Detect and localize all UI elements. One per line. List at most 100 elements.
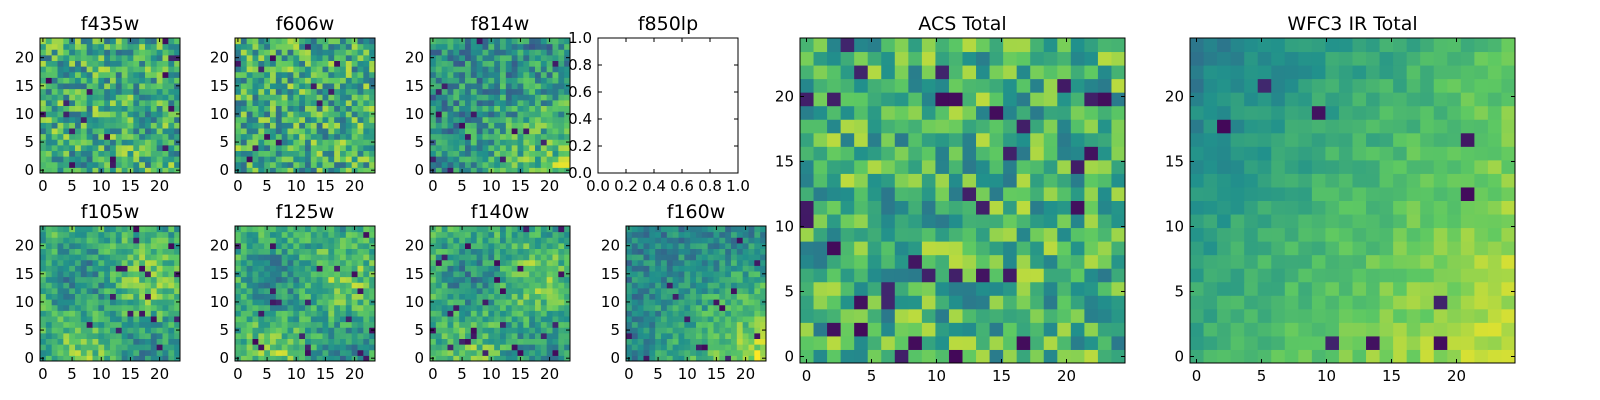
acs_total-cell bbox=[1030, 214, 1045, 229]
f105w-cell bbox=[110, 349, 117, 356]
f125w-cell bbox=[287, 271, 294, 278]
f140w-cell bbox=[540, 231, 548, 238]
f606w-cell bbox=[258, 139, 265, 146]
f606w-cell bbox=[363, 111, 370, 118]
f105w-cell bbox=[156, 321, 163, 328]
f125w-cell bbox=[240, 310, 248, 317]
f850lp-xtick-label: 0.0 bbox=[586, 177, 610, 195]
f435w-cell bbox=[75, 139, 82, 146]
f435w-cell bbox=[139, 38, 146, 45]
acs_total-cell bbox=[813, 254, 828, 269]
f140w-cell bbox=[558, 304, 565, 311]
acs_total-cell bbox=[948, 227, 963, 242]
f435w-cell bbox=[92, 105, 99, 112]
acs_total-cell bbox=[854, 146, 869, 161]
f160w-cell bbox=[696, 271, 703, 278]
f125w-cell bbox=[252, 248, 259, 255]
f105w-cell bbox=[92, 287, 99, 295]
f814w-cell bbox=[540, 83, 548, 90]
acs_total-cell bbox=[1084, 241, 1099, 256]
f850lp-xtick-label: 0.6 bbox=[670, 177, 694, 195]
f140w-cell bbox=[546, 248, 553, 255]
f435w-cell bbox=[98, 122, 105, 129]
f140w-cell bbox=[447, 259, 454, 266]
f125w-cell bbox=[287, 338, 294, 345]
f606w-cell bbox=[258, 111, 265, 118]
acs_total-cell bbox=[867, 227, 882, 242]
f105w-cell bbox=[104, 282, 111, 289]
f606w-cell bbox=[363, 60, 370, 67]
f435w-cell bbox=[121, 116, 128, 123]
f105w-cell bbox=[115, 248, 123, 255]
f814w-cell bbox=[535, 99, 542, 107]
f435w-cell bbox=[63, 60, 70, 67]
f105w-cell bbox=[145, 349, 152, 356]
f814w-cell bbox=[558, 66, 565, 73]
f125w-cell bbox=[322, 242, 329, 250]
acs_total-cell bbox=[881, 241, 896, 256]
acs_total-cell bbox=[1030, 281, 1045, 296]
acs_total-cell bbox=[840, 65, 855, 80]
f160w-cell bbox=[661, 282, 668, 289]
f140w-cell bbox=[558, 355, 565, 362]
f814w-cell bbox=[564, 66, 571, 73]
f814w-cell bbox=[430, 88, 437, 95]
acs_total-cell bbox=[1003, 281, 1018, 296]
f160w-cell bbox=[731, 355, 738, 362]
f125w-cell bbox=[270, 338, 277, 345]
f140w-cell bbox=[465, 338, 472, 345]
f105w-cell bbox=[45, 299, 53, 306]
f125w-cell bbox=[345, 282, 353, 289]
f160w-cell bbox=[684, 310, 691, 317]
f125w-cell bbox=[246, 338, 253, 345]
f125w-cell bbox=[328, 344, 335, 351]
acs_total-cell bbox=[921, 295, 936, 310]
f105w-cell bbox=[92, 293, 99, 300]
f160w-cell bbox=[742, 231, 749, 238]
f606w-cell bbox=[275, 144, 283, 152]
f814w-cell bbox=[511, 38, 518, 45]
f140w-cell bbox=[535, 226, 542, 233]
acs_total-cell bbox=[1097, 281, 1112, 296]
f125w-cell bbox=[299, 316, 306, 323]
acs_total-cell bbox=[908, 173, 923, 188]
f125w-cell bbox=[345, 276, 353, 283]
f125w-cell bbox=[246, 231, 253, 238]
f160w-cell bbox=[731, 231, 738, 238]
f606w-cell bbox=[310, 128, 318, 135]
acs_total-cell bbox=[867, 349, 882, 364]
wfc3_ir_total-cell bbox=[1393, 322, 1408, 337]
f125w-cell bbox=[316, 287, 323, 295]
f125w-cell bbox=[240, 237, 248, 244]
f105w-cell bbox=[139, 332, 146, 340]
f105w-cell bbox=[139, 316, 146, 323]
f606w-cell bbox=[281, 139, 288, 146]
f125w-cell bbox=[246, 316, 253, 323]
f125w-cell bbox=[351, 293, 358, 300]
f160w-cell bbox=[736, 304, 744, 311]
f140w-cell bbox=[494, 332, 501, 340]
f125w-cell bbox=[293, 310, 300, 317]
f105w-cell bbox=[92, 242, 99, 250]
f435w-cell bbox=[51, 150, 58, 157]
acs_total-cell bbox=[1111, 335, 1126, 350]
f435w-cell bbox=[174, 38, 181, 45]
f606w-cell bbox=[340, 99, 347, 107]
f814w-cell bbox=[441, 105, 448, 112]
f125w-cell bbox=[363, 327, 370, 334]
f105w-cell bbox=[45, 237, 53, 244]
f105w-cell bbox=[57, 237, 64, 244]
acs_total-cell bbox=[1003, 173, 1018, 188]
f435w-cell bbox=[98, 88, 105, 95]
f435w-cell bbox=[69, 144, 76, 152]
f160w-cell bbox=[661, 265, 668, 272]
f814w-cell bbox=[470, 49, 478, 56]
f814w-cell bbox=[505, 83, 513, 90]
acs_total-cell bbox=[827, 214, 842, 229]
f105w-cell bbox=[150, 248, 158, 255]
f814w-cell bbox=[430, 116, 437, 123]
f125w-cell bbox=[345, 338, 353, 345]
f606w-cell bbox=[240, 144, 248, 152]
f140w-cell bbox=[564, 282, 571, 289]
f160w-cell bbox=[655, 242, 662, 250]
